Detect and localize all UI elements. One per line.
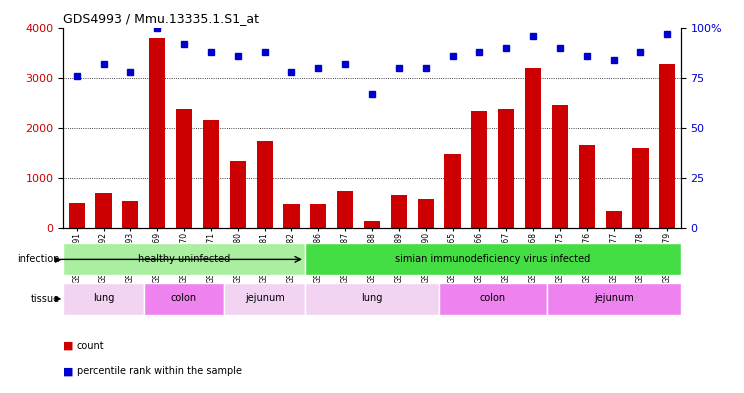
Bar	[68, 204, 85, 228]
Text: ▶: ▶	[55, 255, 62, 264]
Bar	[417, 199, 434, 228]
Bar	[439, 283, 547, 314]
Bar	[225, 283, 305, 314]
Text: tissue: tissue	[31, 294, 60, 304]
Bar	[579, 145, 595, 228]
Text: ■: ■	[63, 366, 74, 376]
Bar	[444, 154, 461, 228]
Bar	[632, 148, 649, 228]
Bar	[203, 120, 219, 228]
Bar	[305, 283, 439, 314]
Text: jejunum: jejunum	[594, 293, 633, 303]
Bar	[305, 243, 681, 275]
Bar	[283, 204, 300, 228]
Text: healthy uninfected: healthy uninfected	[138, 253, 230, 264]
Bar	[176, 109, 192, 228]
Text: simian immunodeficiency virus infected: simian immunodeficiency virus infected	[395, 253, 591, 264]
Text: lung: lung	[93, 293, 114, 303]
Bar	[122, 201, 138, 228]
Text: infection: infection	[17, 254, 60, 264]
Bar	[498, 109, 514, 228]
Text: jejunum: jejunum	[245, 293, 284, 303]
Bar	[472, 111, 487, 228]
Bar	[230, 161, 246, 228]
Bar	[95, 193, 112, 228]
Bar	[364, 221, 380, 228]
Text: count: count	[77, 341, 104, 351]
Text: ■: ■	[63, 341, 74, 351]
Text: lung: lung	[362, 293, 382, 303]
Text: colon: colon	[480, 293, 506, 303]
Bar	[391, 195, 407, 228]
Bar	[552, 105, 568, 228]
Bar	[63, 243, 305, 275]
Bar	[149, 38, 165, 228]
Bar	[337, 191, 353, 228]
Bar	[525, 68, 541, 228]
Text: ▶: ▶	[55, 294, 62, 303]
Bar	[257, 141, 272, 228]
Text: GDS4993 / Mmu.13335.1.S1_at: GDS4993 / Mmu.13335.1.S1_at	[63, 12, 259, 25]
Text: colon: colon	[171, 293, 197, 303]
Bar	[63, 283, 144, 314]
Text: percentile rank within the sample: percentile rank within the sample	[77, 366, 242, 376]
Bar	[606, 211, 622, 228]
Bar	[310, 204, 327, 228]
Bar	[547, 283, 681, 314]
Bar	[144, 283, 225, 314]
Bar	[659, 64, 676, 228]
